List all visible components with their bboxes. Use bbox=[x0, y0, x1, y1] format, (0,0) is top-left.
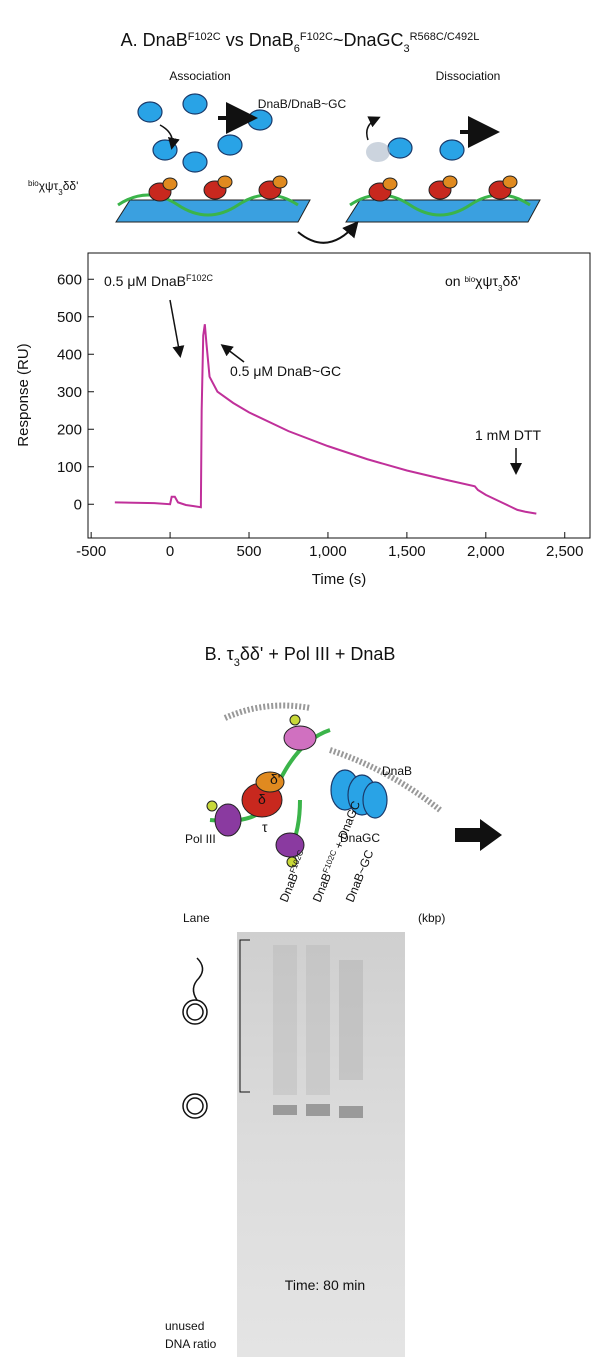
diagram-label: Dissociation bbox=[436, 69, 501, 83]
y-tick-label: 200 bbox=[57, 421, 82, 438]
label-part: 3 bbox=[58, 188, 63, 197]
surface-label: bioχψτ3δδ' bbox=[28, 179, 78, 197]
gel bbox=[237, 932, 405, 1357]
dna-icon bbox=[182, 957, 208, 1119]
x-tick-label: 2,500 bbox=[546, 543, 584, 560]
title-part: F102C bbox=[300, 31, 333, 43]
x-axis-label: Time (s) bbox=[312, 571, 366, 588]
y-axis-label: Response (RU) bbox=[15, 343, 32, 446]
diagram-label: DnaB bbox=[382, 764, 412, 778]
condition-label: DnaBF102C bbox=[276, 848, 310, 904]
direction-arrow bbox=[455, 819, 502, 851]
diagram-label: DnaB/DnaB~GC bbox=[258, 97, 347, 111]
unit-label: (kbp) bbox=[418, 911, 445, 925]
label-part: F102C bbox=[321, 848, 338, 874]
surface bbox=[115, 199, 311, 223]
title-part: R568C/C492L bbox=[410, 31, 480, 43]
dna bbox=[223, 702, 442, 813]
diagram-label: τ bbox=[262, 819, 268, 835]
annotation: 0.5 μM DnaB~GC bbox=[230, 363, 341, 379]
arrow bbox=[169, 299, 185, 358]
plot-frame bbox=[87, 252, 591, 539]
title-part: ~DnaGC bbox=[333, 30, 404, 50]
label-part: + DnaGC bbox=[330, 799, 363, 854]
annotation: 0.5 μM DnaBF102C bbox=[104, 273, 214, 289]
label-part: DnaB bbox=[277, 871, 301, 904]
diagram-label: Pol III bbox=[185, 832, 216, 846]
arrow bbox=[220, 344, 245, 363]
x-tick-label: 1,500 bbox=[388, 543, 426, 560]
label-part: bio bbox=[28, 179, 39, 188]
annotation-part: bio bbox=[464, 275, 475, 284]
title-part: F102C bbox=[188, 31, 221, 43]
y-tick-label: 500 bbox=[57, 309, 82, 326]
diagram-label: DnaGC bbox=[340, 831, 380, 845]
x-tick-label: 1,000 bbox=[309, 543, 347, 560]
y-tick-label: 0 bbox=[74, 496, 82, 513]
delta-prime bbox=[255, 771, 285, 793]
ratio-label: DNA ratio bbox=[165, 1337, 217, 1351]
label-part: DnaB~GC bbox=[343, 848, 377, 905]
title-part: B. τ bbox=[205, 644, 234, 664]
annotation-part: δδ' bbox=[502, 273, 520, 289]
time-label: Time: 80 min bbox=[285, 1277, 365, 1293]
x-tick-label: 2,000 bbox=[467, 543, 505, 560]
label-part: χψτ bbox=[39, 179, 59, 193]
title-part: 6 bbox=[294, 43, 300, 55]
condition-label: DnaB~GC bbox=[343, 848, 377, 905]
y-tick-label: 100 bbox=[57, 459, 82, 476]
arrow bbox=[366, 116, 381, 141]
diagram-label: Association bbox=[169, 69, 230, 83]
annotation-part: 3 bbox=[498, 284, 503, 293]
title-part: 3 bbox=[403, 43, 409, 55]
ratio-label: unused bbox=[165, 1319, 204, 1333]
surface bbox=[345, 199, 541, 223]
panel-b-title: B. τ3δδ' + Pol III + DnaB bbox=[205, 644, 396, 669]
y-tick-label: 600 bbox=[57, 271, 82, 288]
annotation: on bioχψτ3δδ' bbox=[445, 273, 521, 293]
title-part: vs DnaB bbox=[221, 30, 294, 50]
panel-a-title: A. DnaBF102C vs DnaB6F102C~DnaGC3R568C/C… bbox=[121, 30, 480, 55]
annotation-part: 0.5 μM DnaB bbox=[104, 273, 186, 289]
diagram-label: δ bbox=[258, 791, 266, 807]
annotation: 1 mM DTT bbox=[475, 427, 542, 443]
annotation-part: χψτ bbox=[475, 273, 498, 289]
y-tick-label: 300 bbox=[57, 384, 82, 401]
bracket bbox=[239, 939, 250, 1093]
label-part: δδ' bbox=[63, 179, 79, 193]
data-line bbox=[114, 324, 537, 515]
pol3 bbox=[283, 725, 317, 751]
label-part: DnaB bbox=[310, 871, 334, 904]
dissociating-protein bbox=[366, 142, 390, 162]
diagram-label: δ' bbox=[270, 771, 280, 787]
y-tick-label: 400 bbox=[57, 346, 82, 363]
title-part: A. DnaB bbox=[121, 30, 188, 50]
pol3 bbox=[214, 803, 242, 837]
gel-panel: DnaBF102C DnaBF102C + DnaGC DnaB~GC Lane… bbox=[165, 799, 445, 1357]
arrow bbox=[159, 124, 180, 150]
annotation-part: F102C bbox=[186, 273, 214, 283]
x-tick-label: -500 bbox=[76, 543, 106, 560]
arrow bbox=[297, 220, 359, 244]
annotation-part: on bbox=[445, 273, 464, 289]
assay-diagram: Association Dissociation DnaB/DnaB~GC bi… bbox=[28, 69, 541, 244]
replisome-diagram: DnaB δ' δ τ Pol III DnaGC bbox=[185, 702, 502, 868]
title-part: 3 bbox=[234, 657, 240, 669]
title-part: δδ' + Pol III + DnaB bbox=[240, 644, 396, 664]
lane-header: Lane bbox=[183, 911, 210, 925]
sensorgram: Response (RU) Time (s) 0.5 μM DnaBF102C … bbox=[15, 252, 591, 588]
x-tick-label: 0 bbox=[166, 543, 174, 560]
x-tick-label: 500 bbox=[237, 543, 262, 560]
dnab-hexamer bbox=[330, 769, 388, 819]
